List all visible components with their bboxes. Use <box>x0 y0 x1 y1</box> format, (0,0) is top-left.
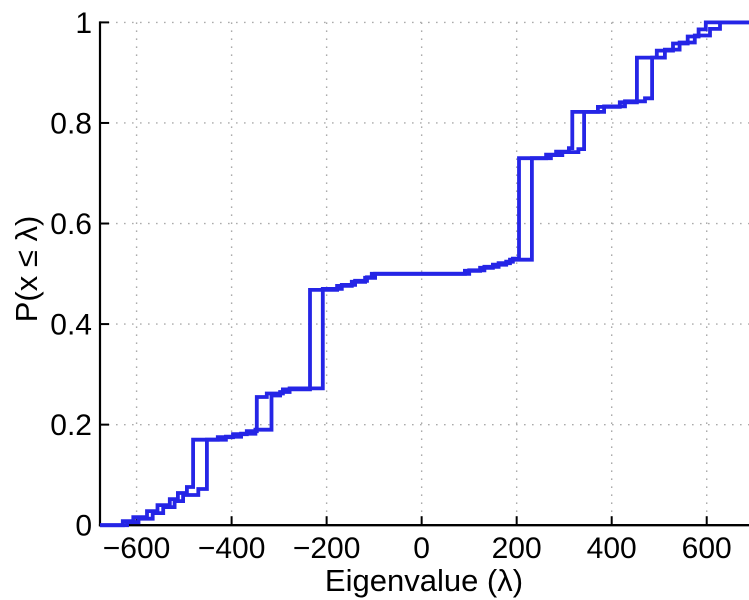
x-tick-label: 0 <box>413 532 430 565</box>
x-tick-label: 200 <box>492 532 542 565</box>
y-tick-label: 0 <box>75 510 92 543</box>
y-tick-label: 0.6 <box>50 208 92 241</box>
eigenvalue-ecdf-2 <box>100 20 749 528</box>
y-tick-label: 0.4 <box>50 309 92 342</box>
x-tick-label: −400 <box>198 532 266 565</box>
x-tick-label: −600 <box>103 532 171 565</box>
y-axis-label: P(x ≤ λ) <box>9 215 44 323</box>
x-tick-label: −200 <box>293 532 361 565</box>
y-tick-label: 1 <box>75 7 92 40</box>
x-axis-label: Eigenvalue (λ) <box>324 563 524 598</box>
y-tick-label: 0.8 <box>50 107 92 140</box>
x-tick-label: 400 <box>587 532 637 565</box>
y-tick-label: 0.2 <box>50 409 92 442</box>
x-tick-label: 600 <box>682 532 732 565</box>
